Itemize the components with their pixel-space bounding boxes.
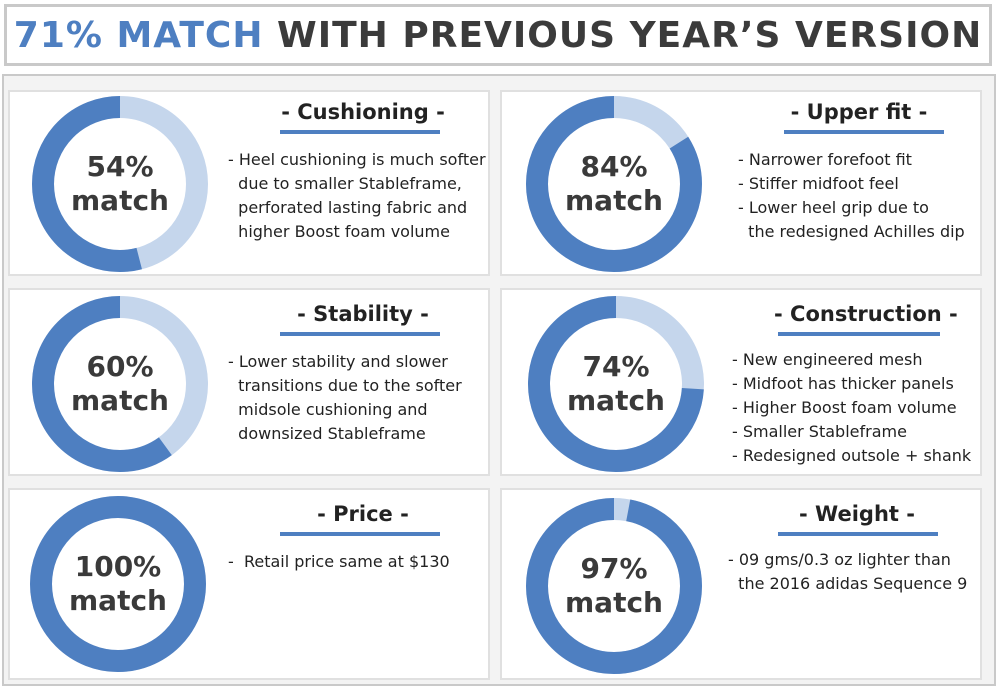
description-line: - Smaller Stableframe	[732, 422, 907, 441]
ring-fill	[32, 96, 208, 272]
ring-chart	[526, 498, 702, 674]
match-ring: 84% match	[526, 96, 702, 272]
description-line: - Heel cushioning is much softer	[228, 150, 486, 169]
ring-fill	[30, 496, 206, 672]
card-description: - Retail price same at $130	[228, 550, 450, 574]
ring-chart	[32, 296, 208, 472]
card-description: - New engineered mesh - Midfoot has thick…	[732, 348, 971, 468]
card-price: 100% match - Price - - Retail price same …	[8, 488, 490, 680]
ring-chart	[526, 96, 702, 272]
card-upper-fit: 84% match - Upper fit - - Narrower forefo…	[500, 90, 982, 276]
heading-underline	[280, 332, 440, 336]
card-heading: - Price -	[317, 502, 409, 526]
description-line: the 2016 adidas Sequence 9	[728, 574, 968, 593]
match-label: match	[71, 184, 169, 217]
card-description: - Narrower forefoot fit - Stiffer midfoot…	[738, 148, 965, 244]
card-heading: - Upper fit -	[790, 100, 928, 124]
match-percent: 84%	[580, 150, 648, 183]
card-description: - Heel cushioning is much softer due to …	[228, 148, 486, 244]
description-line: due to smaller Stableframe,	[228, 174, 462, 193]
description-line: - Lower heel grip due to	[738, 198, 929, 217]
description-line: - Retail price same at $130	[228, 552, 450, 571]
match-label: match	[69, 584, 167, 617]
match-percent: 54%	[86, 150, 154, 183]
heading-underline	[280, 130, 440, 134]
match-percent: 97%	[580, 552, 648, 585]
ring-fill	[526, 96, 702, 272]
card-description: - Lower stability and slower transitions…	[228, 350, 462, 446]
heading-underline	[778, 332, 940, 336]
card-heading: - Stability -	[297, 302, 429, 326]
match-percent: 60%	[86, 350, 154, 383]
description-line: the redesigned Achilles dip	[738, 222, 965, 241]
card-construction: 74% match - Construction - - New engineer…	[500, 288, 982, 476]
description-line: - 09 gms/0.3 oz lighter than	[728, 550, 951, 569]
description-line: - Stiffer midfoot feel	[738, 174, 899, 193]
ring-chart	[30, 496, 206, 672]
card-cushioning: 54% match - Cushioning - - Heel cushionin…	[8, 90, 490, 276]
card-stability: 60% match - Stability - - Lower stability…	[8, 288, 490, 476]
description-line: transitions due to the softer	[228, 376, 462, 395]
match-label: match	[565, 184, 663, 217]
card-heading: - Weight -	[799, 502, 915, 526]
heading-underline	[784, 130, 944, 134]
description-line: - Midfoot has thicker panels	[732, 374, 954, 393]
card-description: - 09 gms/0.3 oz lighter than the 2016 ad…	[728, 548, 967, 596]
match-label: match	[71, 384, 169, 417]
description-line: - Redesigned outsole + shank	[732, 446, 972, 465]
description-line: - New engineered mesh	[732, 350, 923, 369]
match-ring: 54% match	[32, 96, 208, 272]
title-accent: 71% MATCH	[13, 14, 264, 56]
match-percent: 74%	[582, 350, 650, 383]
ring-fill	[528, 296, 704, 472]
ring-fill	[32, 296, 208, 472]
title-banner: 71% MATCH WITH PREVIOUS YEAR’S VERSION	[4, 4, 992, 66]
match-percent: 100%	[74, 550, 162, 583]
description-line: - Lower stability and slower	[228, 352, 448, 371]
ring-chart	[528, 296, 704, 472]
description-line: - Narrower forefoot fit	[738, 150, 912, 169]
match-ring: 97% match	[526, 498, 702, 674]
card-heading: - Construction -	[774, 302, 958, 326]
description-line: perforated lasting fabric and	[228, 198, 468, 217]
heading-underline	[280, 532, 440, 536]
ring-fill	[526, 498, 702, 674]
match-label: match	[567, 384, 665, 417]
ring-chart	[32, 96, 208, 272]
card-weight: 97% match - Weight - - 09 gms/0.3 oz ligh…	[500, 488, 982, 680]
description-line: - Higher Boost foam volume	[732, 398, 957, 417]
title-rest: WITH PREVIOUS YEAR’S VERSION	[263, 14, 983, 56]
match-label: match	[565, 586, 663, 619]
page-title: 71% MATCH WITH PREVIOUS YEAR’S VERSION	[14, 15, 982, 56]
match-ring: 60% match	[32, 296, 208, 472]
description-line: downsized Stableframe	[228, 424, 426, 443]
card-heading: - Cushioning -	[281, 100, 445, 124]
heading-underline	[778, 532, 938, 536]
description-line: midsole cushioning and	[228, 400, 428, 419]
match-ring: 74% match	[528, 296, 704, 472]
match-ring: 100% match	[30, 496, 206, 672]
description-line: higher Boost foam volume	[228, 222, 450, 241]
